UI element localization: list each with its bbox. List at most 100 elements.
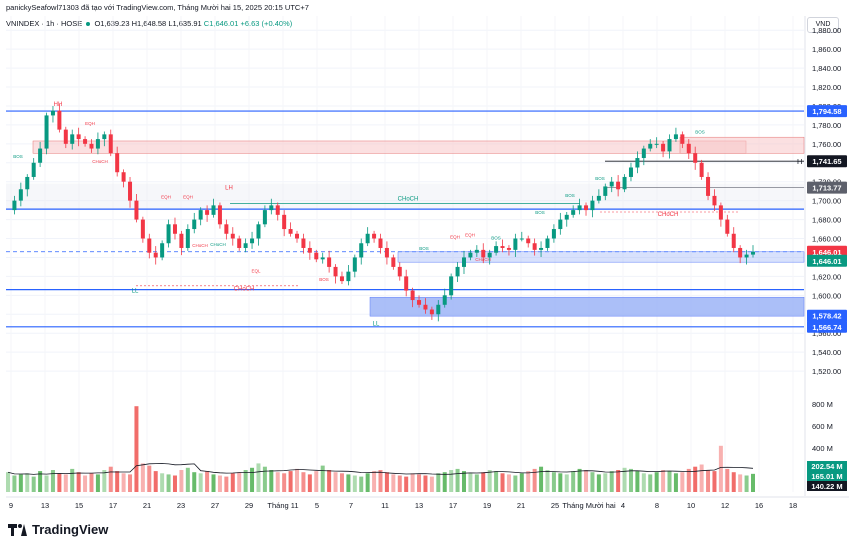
volume-bar [147,465,152,492]
volume-bar [6,472,10,492]
volume-bar [179,470,184,492]
volume-bar [346,474,351,492]
candle-body [31,162,36,177]
candle-body [744,254,749,258]
candle-body [551,229,556,239]
candle-body [474,249,479,253]
price-tick-label: 1,820.00 [812,83,841,92]
candle-body [648,143,653,149]
volume-bar [442,472,447,492]
volume-bar [603,473,608,492]
candle-body [140,219,145,239]
price-tick-label: 1,700.00 [812,197,841,206]
ohlc-change: +6.63 (+0.40%) [240,19,293,28]
volume-tick-label: 400 M [812,444,833,453]
volume-bar [230,473,235,492]
volume-bar [686,468,691,492]
volume-bar [648,474,653,492]
candle-body [725,219,730,234]
symbol-bar: VNINDEX · 1h · HOSE O1,639.23 H1,648.58 … [6,19,292,28]
volume-bar [571,471,576,492]
currency-button[interactable]: VND [807,17,839,33]
candle-body [269,205,274,211]
volume-bar [288,471,293,492]
ohlc-low: L1,635.91 [168,19,202,28]
volume-bar [545,470,550,492]
time-tick-label: 17 [109,501,117,510]
candle-body [50,110,55,116]
candle-body [397,266,402,277]
price-label: 1,566.74 [812,323,842,332]
price-tick-label: 1,860.00 [812,45,841,54]
structure-label: EQH [85,121,95,126]
candle-body [654,143,659,145]
symbol-name[interactable]: VNINDEX · 1h · HOSE [6,19,83,28]
volume-bar [654,472,659,492]
candle-body [89,143,94,149]
volume-label: 140.22 M [811,482,842,491]
levels-layer [6,110,804,328]
ohlc-high: H1,648.58 [131,19,167,28]
volume-moving-average [7,463,754,475]
volume-bar [731,472,736,492]
price-label-box [807,309,847,322]
volume-bar [577,468,582,492]
volume-bar [455,468,460,492]
candle-body [172,224,177,234]
volume-bar [166,474,171,492]
volume-bar [307,474,312,492]
candle-body [442,295,447,305]
structure-label: BOS [419,246,429,251]
volume-bar [410,473,415,492]
candle-body [185,229,190,248]
price-label-box [807,105,847,118]
candle-body [686,143,691,154]
ohlc-close: C1,646.01 [203,19,239,28]
supply-zone [679,136,805,154]
candle-body [153,252,158,258]
structure-label: LH [225,185,233,191]
price-label: 1,646.01 [812,257,841,266]
candle-body [147,238,152,253]
candle-body [179,233,184,248]
candle-body [250,238,255,244]
candle-body [513,238,518,250]
time-tick-label: 21 [517,501,525,510]
volume-bar [487,470,492,492]
candle-body [667,139,672,152]
supply-zone [32,140,747,154]
price-tick-label: 1,620.00 [812,272,841,281]
volume-bar [506,474,511,492]
candle-body [545,238,550,248]
candle-body [423,304,428,310]
volume-bar [243,470,248,492]
volume-bar [44,475,49,492]
time-tick-label: 12 [721,501,729,510]
candle-body [673,134,678,140]
candle-body [205,210,210,215]
candle-body [481,249,486,258]
volume-bar [12,475,17,492]
price-tick-label: 1,780.00 [812,121,841,130]
candle-body [584,205,589,211]
candle-body [506,247,511,250]
structure-label: BOS [319,277,329,282]
price-tick-label: 1,600.00 [812,291,841,300]
candle-body [571,210,576,215]
time-tick-label: 16 [755,501,763,510]
tradingview-logo[interactable]: TradingView [8,522,108,537]
volume-bar [596,474,601,492]
candle-body [738,247,743,258]
time-tick-label: 17 [449,501,457,510]
price-label-box [807,254,847,267]
time-tick-label: 11 [381,501,389,510]
candle-body [641,148,646,159]
volume-bar [76,472,81,492]
time-tick-label: 4 [621,501,625,510]
volume-bar [384,472,389,492]
candle-body [417,300,422,305]
volume-label-box [807,461,847,471]
candle-body [134,200,139,220]
structure-label: BOS [695,129,705,134]
